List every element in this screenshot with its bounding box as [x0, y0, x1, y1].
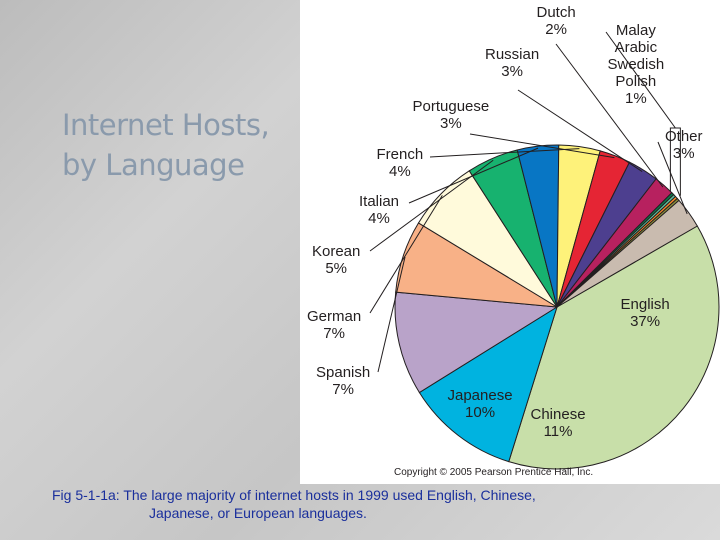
slice-label-italian-text: Italian: [359, 193, 400, 210]
slice-label-italian-text: 4%: [368, 210, 390, 227]
slice-label-french-text: French: [376, 146, 424, 163]
figure-caption: Fig 5-1-1a: The large majority of intern…: [52, 486, 672, 522]
slice-label-korean: Korean 5%: [312, 243, 360, 277]
slice-label-chinese-text: Chinese: [530, 406, 586, 423]
slice-label-chinese-text: 11%: [543, 423, 573, 440]
slice-label-group-text: Malay: [615, 21, 656, 39]
slice-label-spanish-text: Spanish: [316, 364, 371, 381]
leader-line-russian: [517, 89, 643, 172]
slice-label-spanish-text: 7%: [332, 381, 354, 398]
slice-label-dutch-text: 2%: [545, 21, 567, 38]
chart-panel: English 37% Chinese 11% Japanese 10% Spanish 7%…: [300, 0, 720, 484]
slice-label-french: French 4%: [377, 146, 424, 180]
slice-label-group: Malay Arabic Swedish Polish 1%: [608, 22, 665, 107]
caption-line-1: Fig 5-1-1a: The large majority of intern…: [52, 487, 536, 503]
slice-label-other: Other 3%: [665, 128, 703, 162]
slice-label-english-text: 37%: [630, 313, 661, 330]
slice-label-korean-text: Korean: [312, 243, 361, 260]
slice-label-portuguese-text: Portuguese: [412, 98, 490, 115]
slice-label-other-text: Other: [665, 128, 703, 145]
leader-line-german: [369, 195, 443, 314]
slice-label-korean-text: 5%: [325, 260, 348, 277]
slice-label-japanese-text: 10%: [465, 404, 496, 421]
group-bracket: [669, 127, 681, 196]
slice-label-german-text: 7%: [323, 325, 345, 342]
leader-line-dutch: [555, 43, 664, 188]
caption-line-2: Japanese, or European languages.: [149, 505, 367, 521]
slice-label-french-text: 4%: [389, 163, 411, 180]
slice-label-dutch-text: Dutch: [536, 4, 576, 21]
slice-label-russian-text: 3%: [501, 63, 523, 80]
leader-line-portuguese: [469, 133, 615, 159]
leader-line-french: [429, 148, 580, 158]
slice-label-group-text: Swedish: [607, 55, 665, 73]
slice-label-english: English 37%: [621, 296, 670, 330]
slice-label-dutch: Dutch 2%: [537, 4, 576, 38]
slice-label-portuguese-text: 3%: [440, 115, 462, 132]
leader-line-spanish: [377, 256, 406, 373]
leader-line-other: [657, 141, 688, 215]
title-line-2: by Language: [62, 148, 245, 182]
copyright-notice: Copyright © 2005 Pearson Prentice Hall, …: [394, 467, 594, 478]
slice-label-group-text: Polish: [615, 72, 657, 90]
pie-chart: [369, 31, 720, 470]
slice-label-german-text: German: [307, 308, 362, 325]
slice-label-russian: Russian 3%: [485, 46, 539, 80]
pie-slice-english: [508, 225, 720, 470]
slice-label-spanish: Spanish 7%: [316, 364, 370, 398]
slice-label-italian: Italian 4%: [359, 193, 399, 227]
slide-title: Internet Hosts, by Language: [62, 105, 302, 185]
slice-label-russian-text: Russian: [485, 46, 540, 63]
pie-slice-other: [556, 199, 698, 308]
slice-label-portuguese: Portuguese 3%: [413, 98, 490, 132]
title-line-1: Internet Hosts,: [62, 108, 270, 142]
slice-label-english-text: English: [620, 296, 670, 313]
slice-label-german: German 7%: [307, 308, 361, 342]
pie-slice-chinese: [418, 305, 558, 463]
slice-label-chinese: Chinese 11%: [531, 406, 586, 440]
slice-label-group-text: 1%: [625, 89, 647, 107]
slice-label-japanese: Japanese 10%: [448, 387, 513, 421]
slice-label-other-text: 3%: [672, 145, 695, 162]
leader-line-italian: [408, 147, 539, 204]
leader-line-group: [605, 31, 676, 129]
slice-label-japanese-text: Japanese: [447, 387, 513, 404]
slice-label-group-text: Arabic: [614, 38, 658, 56]
